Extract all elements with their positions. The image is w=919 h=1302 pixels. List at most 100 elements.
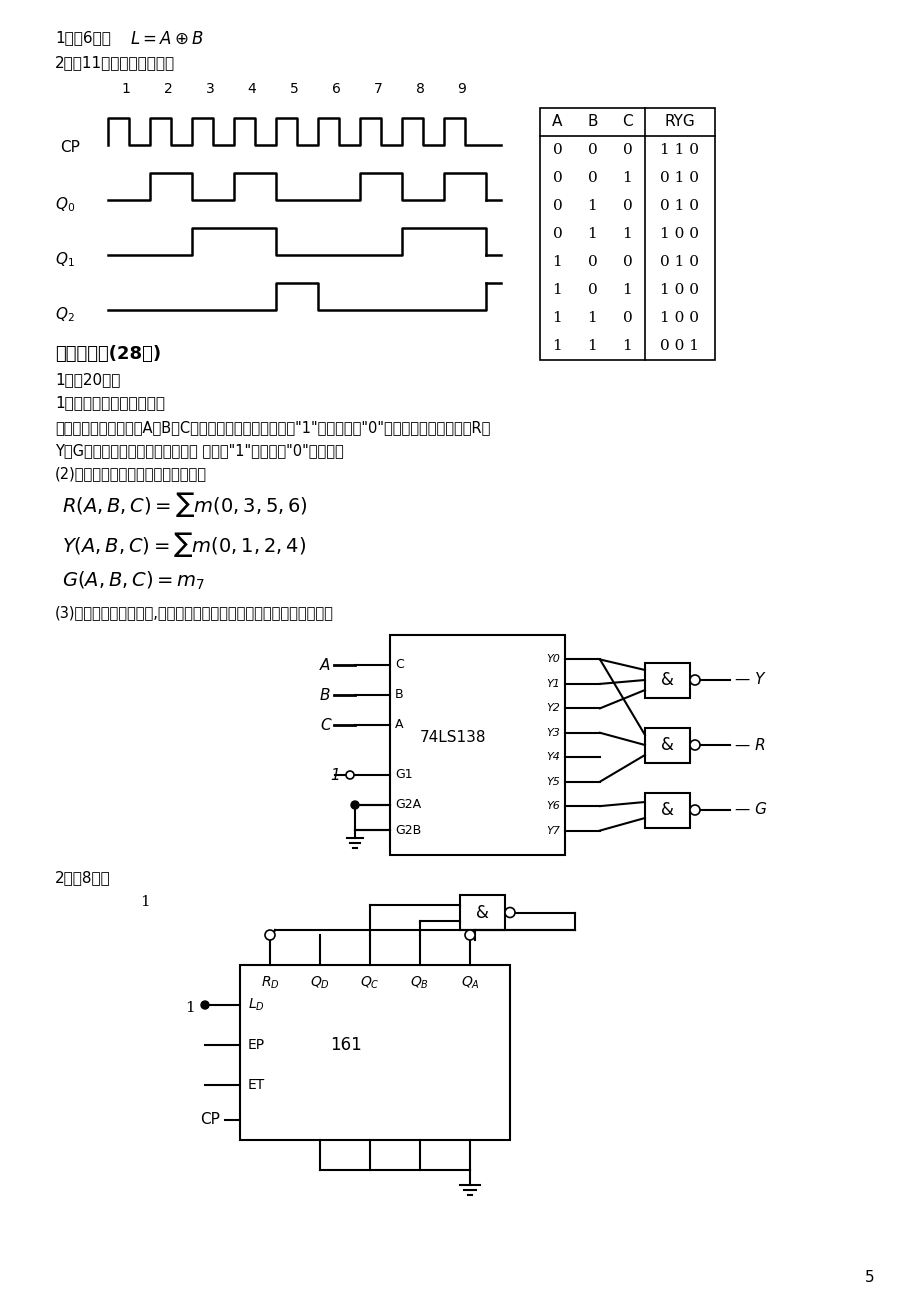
Text: CP: CP: [199, 1112, 220, 1128]
Text: — Y: — Y: [734, 673, 764, 687]
Text: 由题意可知，令输入为A、B、C表示三台设备的工作情况，"1"表示正常，"0"表示不正常，令输出为R、: 由题意可知，令输入为A、B、C表示三台设备的工作情况，"1"表示正常，"0"表示…: [55, 421, 490, 435]
Text: 6: 6: [331, 82, 340, 96]
Text: $Q_2$: $Q_2$: [55, 305, 74, 324]
Text: Y6: Y6: [546, 801, 560, 811]
Text: 1 0 0: 1 0 0: [660, 227, 698, 241]
Text: 7: 7: [373, 82, 382, 96]
Text: ET: ET: [248, 1078, 265, 1092]
Text: 1 0 0: 1 0 0: [660, 283, 698, 297]
Circle shape: [505, 907, 515, 918]
Text: 0: 0: [587, 283, 596, 297]
Text: RYG: RYG: [664, 115, 695, 129]
Text: 1: 1: [587, 227, 596, 241]
Text: Y2: Y2: [546, 703, 560, 713]
Text: 五、设计题(28分): 五、设计题(28分): [55, 345, 161, 363]
Text: (2)由真值表列出逻辑函数表达式为：: (2)由真值表列出逻辑函数表达式为：: [55, 466, 207, 480]
Bar: [390, 635, 564, 855]
Text: 1: 1: [587, 339, 596, 353]
Text: &: &: [475, 904, 488, 922]
Text: $Q_0$: $Q_0$: [55, 195, 75, 214]
Text: 3: 3: [206, 82, 214, 96]
Text: 0: 0: [622, 199, 631, 214]
Text: 2、（11分）五进制计数器: 2、（11分）五进制计数器: [55, 55, 175, 70]
Text: $Q_B$: $Q_B$: [410, 975, 429, 991]
Text: 0 1 0: 0 1 0: [660, 255, 698, 270]
Circle shape: [689, 805, 699, 815]
Text: G2B: G2B: [394, 823, 421, 836]
Text: 0: 0: [587, 171, 596, 185]
Text: 5: 5: [864, 1269, 874, 1285]
Text: 1: 1: [185, 1001, 195, 1016]
Text: &: &: [661, 736, 674, 754]
Text: 1、（6分）: 1、（6分）: [55, 30, 111, 46]
Circle shape: [265, 930, 275, 940]
Text: 9: 9: [457, 82, 466, 96]
Text: 1: 1: [622, 171, 631, 185]
Text: 0: 0: [622, 143, 631, 158]
Text: 0: 0: [552, 171, 562, 185]
Circle shape: [689, 674, 699, 685]
Bar: [644, 663, 689, 698]
Text: Y3: Y3: [546, 728, 560, 738]
Text: 0: 0: [552, 227, 562, 241]
Text: — R: — R: [734, 737, 765, 753]
Text: $Q_1$: $Q_1$: [55, 250, 74, 268]
Text: C: C: [394, 659, 403, 672]
Text: B: B: [586, 115, 597, 129]
Text: G1: G1: [394, 768, 413, 781]
Text: CP: CP: [60, 141, 80, 155]
Text: &: &: [661, 671, 674, 689]
Text: 1: 1: [552, 283, 562, 297]
Bar: [644, 728, 689, 763]
Bar: [240, 965, 509, 1141]
Text: $L = A \oplus B$: $L = A \oplus B$: [130, 30, 204, 48]
Text: A: A: [394, 719, 403, 732]
Text: 0 1 0: 0 1 0: [660, 199, 698, 214]
Text: 1、（20分）: 1、（20分）: [55, 372, 120, 387]
Text: 1: 1: [622, 227, 631, 241]
Circle shape: [351, 801, 358, 809]
Text: 2: 2: [164, 82, 172, 96]
Text: $Q_D$: $Q_D$: [310, 975, 330, 991]
Text: 0: 0: [552, 143, 562, 158]
Text: 1）根据题意，列出真值表: 1）根据题意，列出真值表: [55, 395, 165, 410]
Text: Y、G表示红、黄、绿三个批示灯的 状态，"1"表示亮，"0"表示灭。: Y、G表示红、黄、绿三个批示灯的 状态，"1"表示亮，"0"表示灭。: [55, 443, 344, 458]
Bar: [539, 108, 714, 359]
Circle shape: [464, 930, 474, 940]
Text: $Q_C$: $Q_C$: [359, 975, 380, 991]
Circle shape: [689, 740, 699, 750]
Text: — G: — G: [734, 802, 766, 818]
Bar: [644, 793, 689, 828]
Text: 5: 5: [289, 82, 298, 96]
Text: 0: 0: [622, 311, 631, 326]
Text: 1: 1: [587, 311, 596, 326]
Text: 0 0 1: 0 0 1: [660, 339, 698, 353]
Text: B: B: [320, 687, 330, 703]
Bar: [460, 894, 505, 930]
Text: 2、（8分）: 2、（8分）: [55, 870, 110, 885]
Text: (3)根据逻辑函数表达式,选用译码器和与非门实现，画出逻辑电路图。: (3)根据逻辑函数表达式,选用译码器和与非门实现，画出逻辑电路图。: [55, 605, 334, 620]
Text: Y0: Y0: [546, 655, 560, 664]
Text: 1: 1: [552, 339, 562, 353]
Text: 1: 1: [587, 199, 596, 214]
Text: 74LS138: 74LS138: [420, 729, 486, 745]
Text: $G(A,B,C) = m_7$: $G(A,B,C) = m_7$: [62, 570, 205, 592]
Text: Y4: Y4: [546, 753, 560, 762]
Text: 0: 0: [622, 255, 631, 270]
Text: $L_D$: $L_D$: [248, 997, 265, 1013]
Text: $Y(A,B,C) = \sum m(0,1,2,4)$: $Y(A,B,C) = \sum m(0,1,2,4)$: [62, 530, 306, 559]
Text: 1: 1: [330, 767, 339, 783]
Text: Y1: Y1: [546, 678, 560, 689]
Text: 1: 1: [622, 339, 631, 353]
Text: $Q_A$: $Q_A$: [460, 975, 479, 991]
Text: 161: 161: [330, 1035, 361, 1053]
Text: 0 1 0: 0 1 0: [660, 171, 698, 185]
Circle shape: [200, 1001, 209, 1009]
Text: 0: 0: [587, 255, 596, 270]
Text: G2A: G2A: [394, 798, 421, 811]
Text: C: C: [320, 717, 330, 733]
Text: 0: 0: [552, 199, 562, 214]
Text: EP: EP: [248, 1038, 265, 1052]
Text: 1 0 0: 1 0 0: [660, 311, 698, 326]
Text: 1: 1: [121, 82, 130, 96]
